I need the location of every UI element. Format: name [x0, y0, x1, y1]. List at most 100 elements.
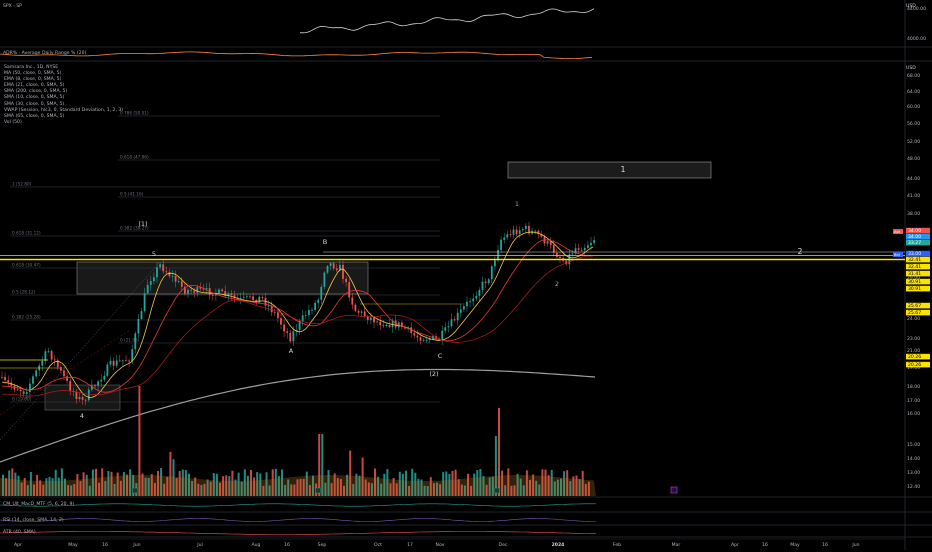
indicator-sma10[interactable]: SMA (10, close, 0, SMA, 5) [4, 95, 65, 101]
volume-bar [271, 469, 274, 496]
indicator-ema8[interactable]: EMA (8, close, 0, SMA, 5) [4, 77, 62, 83]
candle-body [91, 385, 93, 390]
volume-bar [392, 477, 395, 496]
volume-bar [144, 477, 147, 496]
main-legend[interactable]: Samsara Inc., 1D, NYSE MA (50, close, 0,… [4, 65, 123, 126]
candle-body [518, 230, 521, 234]
indicator-sma65[interactable]: SMA (65, close, 0, SMA, 5) [4, 113, 65, 119]
volume-bar [181, 469, 184, 496]
price-tick-2: 60.00 [907, 104, 920, 110]
time-tick-6: 16 [284, 542, 290, 548]
price-tag-bg-6 [906, 270, 930, 277]
candle-body [112, 360, 115, 366]
candle [323, 271, 326, 290]
volume-bar [439, 484, 442, 496]
moving-averages [0, 231, 596, 463]
candle [38, 363, 41, 377]
price-tag-9: 25.67 [908, 303, 921, 309]
indicator-ema21[interactable]: EMA (21, close, 0, SMA, 5) [4, 83, 65, 89]
price-tick-3: 56.00 [907, 121, 920, 127]
candle-body [509, 234, 512, 236]
volume-bar [429, 477, 432, 496]
indicator-vol[interactable]: Vol (50) [4, 119, 22, 125]
volume-bar [76, 474, 79, 496]
candle [273, 309, 276, 316]
volume-bar [411, 468, 414, 496]
candle-body [7, 380, 10, 383]
channel-line [0, 329, 131, 416]
volume-bar [268, 485, 271, 496]
spx-pane: 4400.00 4000.00 [299, 6, 926, 42]
candle-body [78, 397, 81, 399]
volume-bar [408, 485, 411, 496]
candle-body [388, 324, 391, 328]
macd-label[interactable]: CM_Ult_MacD_MTF (5, 6, 20, 9) [3, 502, 75, 507]
candle-body [419, 337, 422, 341]
candle-body [19, 390, 22, 392]
candle-body [103, 375, 106, 380]
volume-bar [349, 450, 352, 496]
candle [106, 362, 109, 378]
candle-body [149, 281, 152, 285]
volume-bar [405, 470, 407, 496]
candle-body [472, 298, 475, 302]
candle-body [314, 302, 316, 310]
volume-bar [389, 483, 392, 496]
candle [345, 276, 347, 287]
volume-bar [426, 485, 429, 496]
candle [413, 328, 416, 339]
candle [304, 310, 307, 320]
indicator-sma30[interactable]: SMA (30, close, 0, SMA, 5) [4, 101, 65, 107]
volume-bar [330, 483, 333, 496]
wave-label-9: 1 [621, 165, 626, 174]
candle [230, 290, 233, 302]
time-tick-16: 16 [762, 542, 768, 548]
candle-body [565, 260, 568, 265]
candle-body [373, 317, 375, 323]
wave-label-3: A [289, 347, 294, 355]
candle-body [587, 245, 589, 248]
candle [351, 292, 354, 310]
candle-body [218, 289, 220, 294]
volume-bar [454, 469, 457, 496]
candle [342, 260, 344, 284]
candle-body [385, 324, 388, 326]
volume-bar [194, 477, 197, 496]
candle-body [100, 379, 103, 382]
candle [140, 307, 143, 321]
price-tick-19: 14.00 [907, 456, 920, 462]
candle [211, 293, 214, 301]
wave-label-6: 4 [80, 412, 84, 420]
price-tag-bg-8 [906, 285, 930, 292]
price-tick-13: 21.00 [907, 348, 920, 354]
spx-currency: USD [906, 4, 916, 9]
candle-body [81, 397, 84, 400]
candle-body [32, 376, 34, 384]
indicator-ma50[interactable]: MA (50, close, 0, SMA, 5) [4, 71, 62, 77]
volume-bar [284, 485, 287, 496]
volume-bar [513, 485, 516, 496]
candle-body [199, 287, 202, 289]
volume-bar [265, 472, 268, 496]
price-tick-7: 41.00 [907, 193, 920, 199]
atr-label[interactable]: ATR (40, SMA) [3, 530, 36, 535]
volume-bar [20, 482, 23, 496]
indicator-vwap[interactable]: VWAP (Session, hlc3, 0, Standard Deviati… [4, 107, 124, 113]
fib-label-4: 0.382 (38.27) [120, 226, 149, 231]
candle [574, 243, 577, 256]
candle-body [512, 229, 515, 235]
price-tick-15: 18.00 [907, 384, 920, 390]
indicator-sma200[interactable]: SMA (200, close, 0, SMA, 5) [4, 89, 68, 95]
wave-labels: (1) 5 B A C (2) 4 1 2 1 2 [80, 165, 803, 420]
candle [481, 276, 484, 295]
volume-bar [147, 477, 150, 496]
candle-body [447, 326, 450, 328]
price-tick-21: 12.40 [907, 484, 920, 490]
price-tick-10: 29.00 [907, 275, 920, 281]
candle-body [16, 389, 19, 391]
candle-body [428, 338, 431, 340]
rsi-label[interactable]: RSI (14, close, SMA, 14, 2) [3, 518, 64, 523]
candle-body [165, 271, 168, 273]
